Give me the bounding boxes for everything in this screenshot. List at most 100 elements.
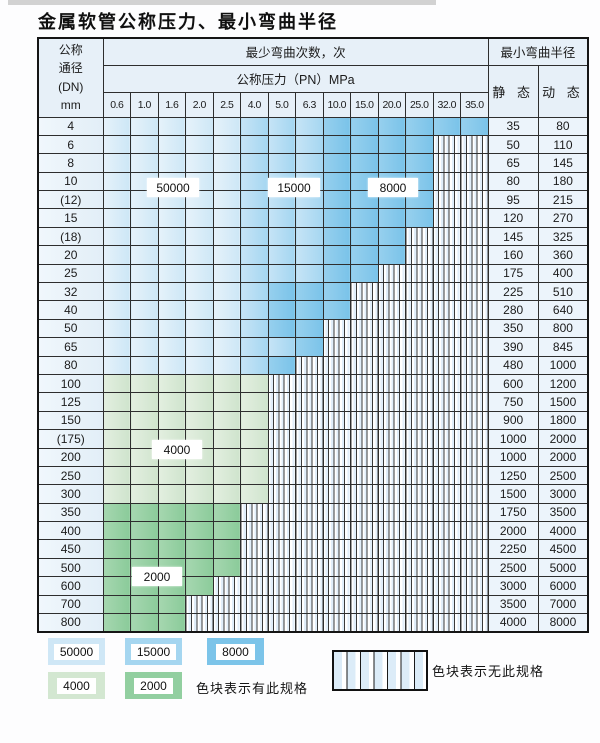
spec-cell-15000 xyxy=(267,245,296,265)
spec-cell-none xyxy=(460,226,489,247)
spec-cell-none xyxy=(405,300,434,320)
table-row: 200 1000 2000 xyxy=(37,447,589,467)
spec-cell-none xyxy=(432,447,461,467)
spec-cell-50000 xyxy=(185,263,214,284)
dynamic-value: 4500 xyxy=(537,539,589,559)
nominal-pressure-header: 公称压力（PN）MPa xyxy=(102,64,489,93)
spec-cell-15000 xyxy=(295,153,324,173)
table-row: 350 1750 3500 xyxy=(37,502,589,523)
spec-cell-50000 xyxy=(212,355,241,375)
spec-cell-none xyxy=(377,263,406,284)
spec-cell-50000 xyxy=(130,134,159,155)
spec-cell-none xyxy=(405,373,434,394)
spec-cell-2000 xyxy=(102,502,131,523)
spec-cell-8000 xyxy=(267,355,296,375)
spec-cell-15000 xyxy=(240,245,269,265)
spec-cell-50000 xyxy=(130,282,159,302)
spec-cell-none xyxy=(377,282,406,302)
legend-swatch-value: 50000 xyxy=(53,643,100,660)
spec-cell-none xyxy=(432,484,461,504)
spec-cell-none xyxy=(322,355,351,375)
spec-cell-50000 xyxy=(185,116,214,136)
spec-cell-none xyxy=(295,594,324,615)
pressure-tick: 6.3 xyxy=(295,91,324,118)
spec-cell-none xyxy=(460,502,489,523)
spec-cell-4000 xyxy=(130,410,159,431)
spec-cell-8000 xyxy=(350,263,379,284)
dynamic-value: 800 xyxy=(537,318,589,339)
spec-cell-8000 xyxy=(295,318,324,339)
spec-cell-none xyxy=(432,410,461,431)
spec-cell-none xyxy=(460,484,489,504)
pressure-tick: 2.0 xyxy=(185,91,214,118)
spec-cell-4000 xyxy=(212,465,241,486)
spec-cell-8000 xyxy=(322,263,351,284)
spec-cell-8000 xyxy=(405,208,434,228)
dynamic-value: 145 xyxy=(537,153,589,173)
spec-cell-50000 xyxy=(185,208,214,228)
spec-cell-none xyxy=(240,521,269,541)
spec-cell-15000 xyxy=(240,318,269,339)
spec-cell-15000 xyxy=(240,300,269,320)
spec-cell-50000 xyxy=(157,245,186,265)
spec-cell-2000 xyxy=(212,521,241,541)
dn-label: 65 xyxy=(37,337,104,357)
spec-cell-none xyxy=(405,447,434,467)
spec-cell-none xyxy=(267,613,296,633)
spec-cell-4000 xyxy=(157,465,186,486)
spec-cell-none xyxy=(405,392,434,412)
spec-cell-50000 xyxy=(212,245,241,265)
spec-cell-2000 xyxy=(157,594,186,615)
spec-cell-none xyxy=(405,245,434,265)
spec-cell-8000 xyxy=(322,245,351,265)
legend-hatch-swatch xyxy=(332,650,428,691)
spec-cell-4000 xyxy=(157,410,186,431)
spec-cell-none xyxy=(350,410,379,431)
spec-cell-50000 xyxy=(185,282,214,302)
dn-header-line: 公称 xyxy=(58,42,83,57)
spec-cell-none xyxy=(405,539,434,559)
static-value: 1250 xyxy=(487,465,539,486)
static-value: 1500 xyxy=(487,484,539,504)
spec-cell-2000 xyxy=(130,521,159,541)
spec-cell-8000 xyxy=(322,282,351,302)
spec-cell-8000 xyxy=(377,116,406,136)
spec-cell-none xyxy=(267,373,296,394)
dynamic-value: 80 xyxy=(537,116,589,136)
spec-cell-none xyxy=(350,484,379,504)
spec-cell-none xyxy=(405,521,434,541)
static-value: 145 xyxy=(487,226,539,247)
spec-cell-none xyxy=(322,613,351,633)
static-value: 1000 xyxy=(487,429,539,449)
spec-cell-none xyxy=(377,576,406,596)
pressure-tick: 0.6 xyxy=(102,91,131,118)
spec-cell-none xyxy=(322,557,351,578)
static-value: 1000 xyxy=(487,447,539,467)
spec-cell-none xyxy=(405,355,434,375)
spec-cell-none xyxy=(460,337,489,357)
spec-cell-15000 xyxy=(295,226,324,247)
dynamic-value: 360 xyxy=(537,245,589,265)
spec-cell-15000 xyxy=(295,208,324,228)
static-value: 2500 xyxy=(487,557,539,578)
table-row: 600 3000 6000 xyxy=(37,576,589,596)
dn-label: (12) xyxy=(37,190,104,210)
spec-cell-none xyxy=(377,521,406,541)
spec-cell-50000 xyxy=(130,245,159,265)
spec-cell-none xyxy=(377,539,406,559)
spec-cell-8000 xyxy=(322,134,351,155)
spec-cell-50000 xyxy=(212,300,241,320)
dynamic-value: 6000 xyxy=(537,576,589,596)
spec-cell-2000 xyxy=(212,539,241,559)
spec-cell-none xyxy=(240,576,269,596)
spec-cell-2000 xyxy=(212,557,241,578)
spec-cell-15000 xyxy=(295,116,324,136)
table-row: 400 2000 4000 xyxy=(37,521,589,541)
table-row: 450 2250 4500 xyxy=(37,539,589,559)
spec-cell-15000 xyxy=(240,190,269,210)
spec-cell-50000 xyxy=(102,153,131,173)
spec-cell-none xyxy=(432,594,461,615)
table-row: 6 50 110 xyxy=(37,134,589,155)
spec-cell-2000 xyxy=(157,502,186,523)
spec-cell-none xyxy=(377,429,406,449)
